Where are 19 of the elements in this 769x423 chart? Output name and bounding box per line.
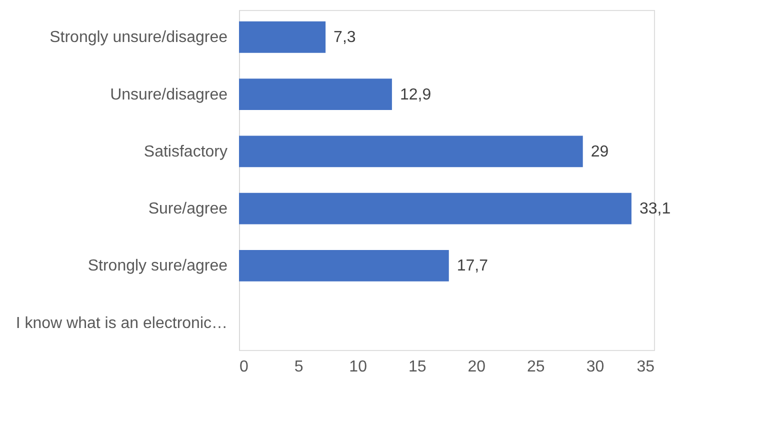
- x-tick-label: 15: [408, 358, 426, 376]
- data-label: 12,9: [400, 86, 432, 104]
- x-tick-label: 0: [240, 358, 248, 376]
- data-label: 29: [590, 143, 609, 160]
- x-tick-label: 20: [468, 358, 486, 376]
- x-tick-label: 5: [294, 358, 304, 376]
- data-label: 7,3: [334, 29, 356, 46]
- y-tick-label: Sure/agree: [148, 200, 228, 218]
- y-tick-label: I know what is an electronic…: [16, 314, 228, 332]
- data-label: 33,1: [639, 200, 671, 218]
- y-tick-label: Satisfactory: [144, 143, 228, 160]
- x-tick-label: 25: [527, 358, 545, 376]
- data-label: 17,7: [456, 258, 488, 275]
- y-tick-label: Strongly sure/agree: [88, 258, 228, 275]
- x-tick-label: 10: [349, 358, 368, 376]
- y-tick-label: Strongly unsure/disagree: [50, 29, 228, 46]
- x-tick-label: 30: [586, 358, 604, 376]
- x-tick-label: 35: [636, 358, 655, 376]
- y-tick-label: Unsure/disagree: [110, 86, 228, 104]
